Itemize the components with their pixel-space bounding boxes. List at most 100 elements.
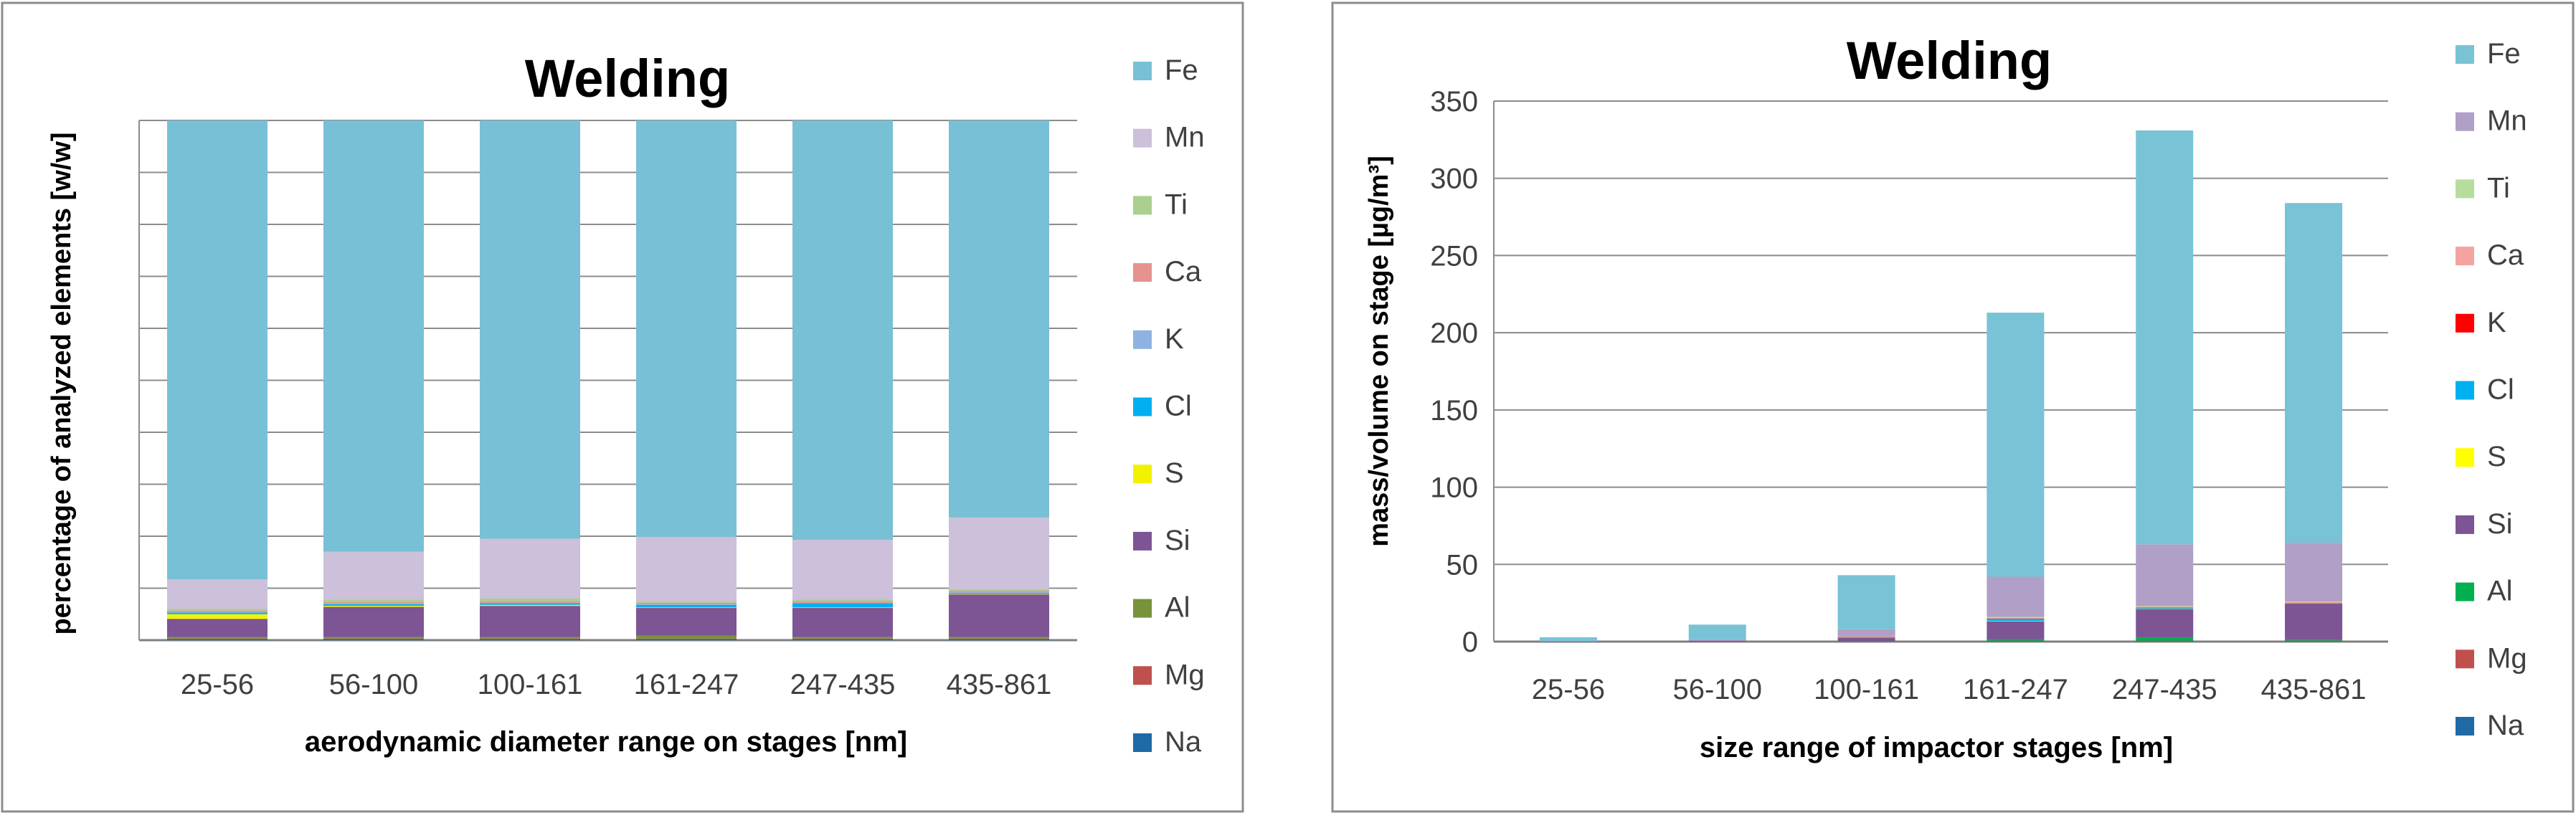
left-bar-ti-161-247 [636,601,737,603]
left-bar-ca-25-56 [167,610,267,612]
left-bar-si-100-161 [480,606,580,637]
right-bar-si-435-861 [2285,604,2343,640]
right-bar-mn-100-161 [1837,629,1895,637]
right-legend-swatch-s [2456,448,2474,467]
right-y-tick-label: 300 [1430,163,1478,195]
right-legend-label-na: Na [2487,710,2524,741]
left-bar-ca-56-100 [323,602,424,604]
left-legend-swatch-si [1133,531,1152,551]
left-bar-mn-56-100 [323,551,424,600]
left-legend-label-mg: Mg [1165,659,1205,690]
right-bar-ca-247-435 [2136,606,2194,608]
right-bar-mg-161-247 [1987,640,2045,642]
right-bar-na-435-861 [2285,641,2343,642]
right-bar-ti-161-247 [1987,617,2045,618]
right-bar-mn-161-247 [1987,576,2045,617]
left-legend-label-ti: Ti [1165,189,1188,220]
right-bar-na-161-247 [1987,641,2045,642]
left-bar-na-56-100 [323,639,424,640]
left-bar-s-100-161 [480,604,580,606]
right-y-tick-label: 50 [1446,549,1479,581]
left-bar-cl-56-100 [323,604,424,606]
left-bar-s-247-435 [792,607,893,609]
right-bar-mn-435-861 [2285,543,2343,601]
left-x-tick-label: 161-247 [634,669,739,700]
left-bar-al-25-56 [167,637,267,639]
left-legend-label-s: S [1165,457,1184,489]
right-legend-label-cl: Cl [2487,374,2514,406]
left-bar-fe-435-861 [949,120,1049,518]
left-bar-mn-247-435 [792,540,893,600]
left-bar-al-435-861 [949,637,1049,639]
left-bar-si-435-861 [949,594,1049,637]
right-bar-ca-435-861 [2285,602,2343,603]
left-legend-label-fe: Fe [1165,54,1198,86]
right-bar-cl-247-435 [2136,608,2194,609]
right-legend-label-s: S [2487,441,2506,472]
left-legend-swatch-fe [1133,62,1152,80]
left-bar-s-25-56 [167,614,267,619]
left-bar-si-247-435 [792,608,893,637]
right-bar-cl-435-861 [2285,603,2343,604]
left-legend-swatch-s [1133,465,1152,484]
left-x-tick-label: 247-435 [790,669,896,700]
right-bar-mn-25-56 [1539,641,1597,642]
left-bar-mn-100-161 [480,538,580,599]
right-x-axis-label: size range of impactor stages [nm] [1700,732,2173,763]
right-y-tick-label: 200 [1430,318,1478,349]
right-bar-ti-435-861 [2285,601,2343,603]
left-bar-ti-435-861 [949,589,1049,591]
left-bar-ca-435-861 [949,591,1049,593]
left-bar-k-435-861 [949,592,1049,594]
left-legend-label-ca: Ca [1165,256,1202,287]
left-bar-na-100-161 [480,639,580,640]
right-legend-label-si: Si [2487,508,2513,540]
right-legend-label-mg: Mg [2487,642,2527,674]
right-bar-al-247-435 [2136,637,2194,641]
left-chart: 25-56 56-100 100-161 161-247 247-435 435-861 F… [138,54,1205,758]
left-y-axis-label: percentage of analyzed elements [w/w] [47,132,77,634]
right-bar-s-100-161 [1837,637,1895,638]
left-x-tick-label: 25-56 [181,669,254,700]
left-bar-ti-25-56 [167,609,267,611]
right-legend-swatch-ca [2456,247,2474,266]
left-bar-cl-161-247 [636,604,737,608]
right-x-tick-label: 100-161 [1814,674,1919,705]
left-legend-label-cl: Cl [1165,391,1192,422]
left-bar-ca-161-247 [636,602,737,604]
left-bar-s-161-247 [636,607,737,609]
left-bar-ti-247-435 [792,599,893,601]
right-bar-fe-56-100 [1688,624,1746,639]
left-legend-label-si: Si [1165,525,1190,556]
right-legend-swatch-si [2456,515,2474,534]
right-chart-frame [1331,1,2575,813]
left-bar-fe-161-247 [636,120,737,537]
right-bar-s-161-247 [1987,621,2045,622]
right-bar-fe-25-56 [1539,637,1597,642]
right-x-tick-label: 247-435 [2112,674,2217,705]
left-x-tick-label: 56-100 [329,669,419,700]
left-bar-al-247-435 [792,637,893,639]
right-bar-si-100-161 [1837,637,1895,642]
left-x-tick-label: 100-161 [478,669,583,700]
left-bar-mn-25-56 [167,579,267,609]
right-legend-label-mn: Mn [2487,105,2527,137]
left-legend-swatch-na [1133,733,1152,752]
left-legend-label-k: K [1165,323,1184,355]
right-bar-k-435-861 [2285,602,2343,604]
right-legend-swatch-mn [2456,112,2474,131]
left-bar-ca-100-161 [480,601,580,603]
right-bar-fe-247-435 [2136,130,2194,545]
left-bar-k-161-247 [636,604,737,605]
left-legend-swatch-k [1133,330,1152,349]
right-y-tick-label: 350 [1430,86,1478,118]
left-bar-na-247-435 [792,639,893,640]
right-y-tick-label: 100 [1430,472,1478,504]
left-bar-fe-25-56 [167,120,267,580]
left-legend-swatch-cl [1133,397,1152,416]
right-x-tick-label: 56-100 [1672,674,1762,705]
left-bar-si-25-56 [167,619,267,637]
right-bar-al-435-861 [2285,639,2343,641]
right-x-tick-label: 25-56 [1532,674,1605,705]
